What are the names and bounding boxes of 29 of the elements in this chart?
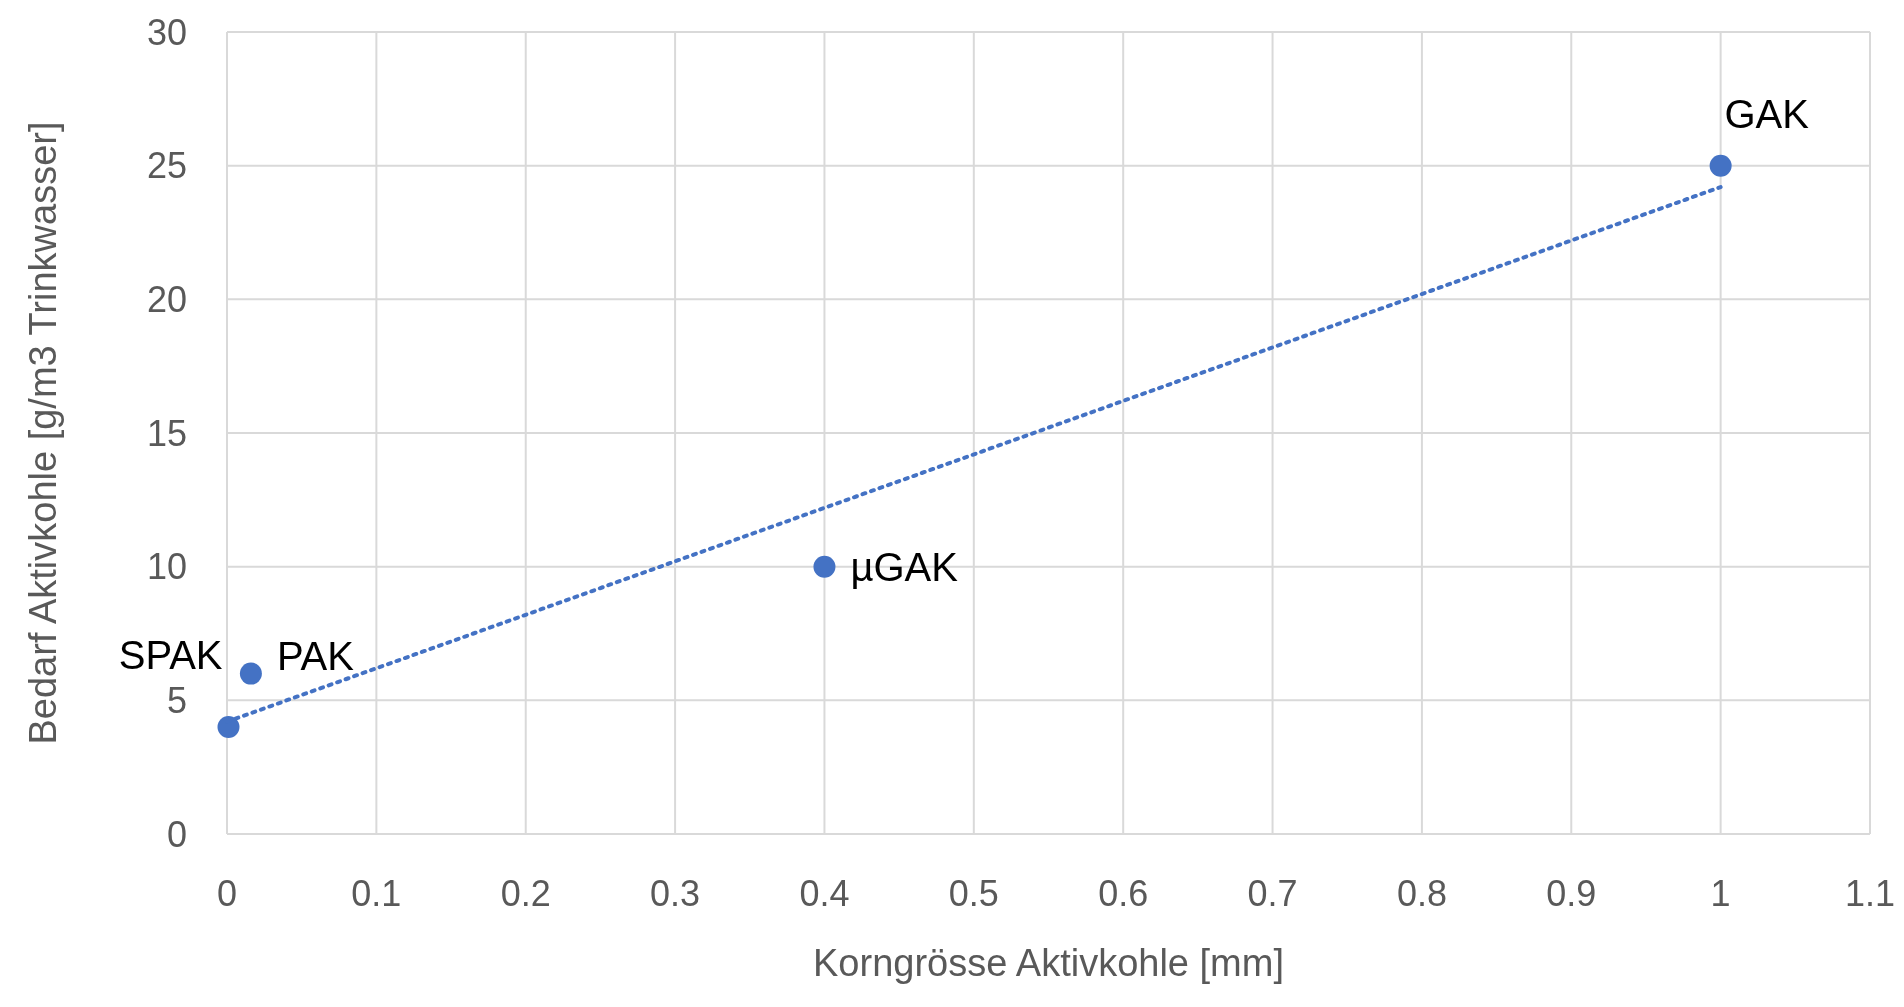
x-tick-label: 0.4: [799, 873, 850, 914]
annotation: SPAK: [118, 633, 223, 678]
annotation: GAK: [1724, 91, 1810, 136]
y-tick-label: 20: [146, 278, 187, 320]
x-tick-label: 0.5: [948, 873, 999, 914]
x-tick-label: 0.8: [1396, 873, 1447, 914]
y-tick-label: 15: [146, 412, 187, 454]
x-tick-label: 1.1: [1844, 873, 1896, 914]
point: [239, 662, 262, 685]
y-tick-label: 0: [166, 813, 187, 855]
x-tick-label: 0.2: [500, 873, 551, 914]
y-tick-label: 30: [146, 11, 187, 53]
x-tick-label: 0.1: [351, 873, 402, 914]
annotation: PAK: [276, 633, 355, 678]
point: [217, 716, 240, 739]
x-tick-label: 0.6: [1098, 873, 1149, 914]
x-tick-label: 0.9: [1546, 873, 1597, 914]
annotation: µGAK: [850, 544, 959, 589]
y-tick-label: 10: [146, 546, 187, 588]
y-axis-title: Bedarf Aktivkohle [g/m3 Trinkwasser]: [22, 121, 64, 745]
x-tick-label: 0.7: [1247, 873, 1298, 914]
point: [813, 555, 836, 578]
x-axis-title: Korngrösse Aktivkohle [mm]: [813, 942, 1284, 984]
x-tick-label: 0: [216, 873, 238, 914]
y-tick-label: 5: [166, 679, 187, 721]
y-tick-label: 25: [146, 145, 187, 187]
point: [1709, 154, 1732, 177]
x-tick-label: 1: [1710, 873, 1731, 914]
x-tick-label: 0.3: [650, 873, 701, 914]
